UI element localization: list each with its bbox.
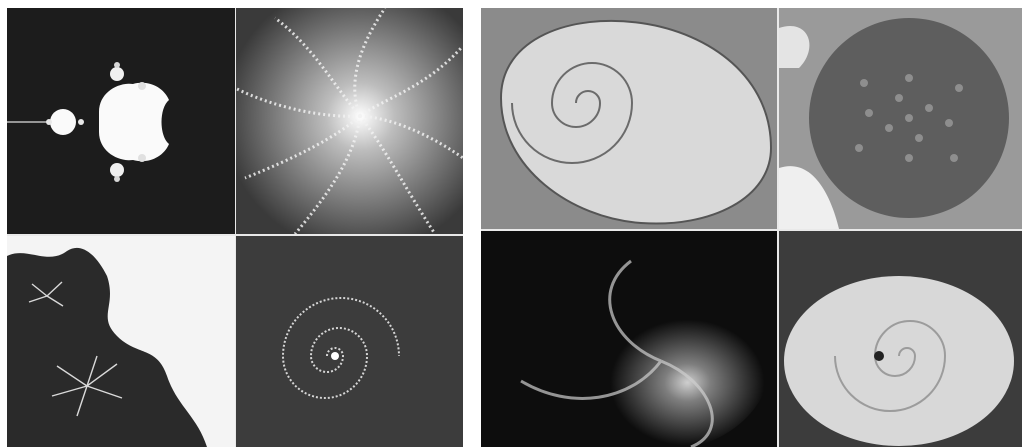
fractal-boundary-image: [7, 236, 235, 447]
julia-spiral-tile: [235, 236, 463, 447]
fractal-panel: [7, 8, 463, 447]
mandelbrot-tile: [7, 8, 235, 234]
nautilus-shell-tile: [481, 8, 777, 229]
spiral-galaxy-image: [481, 231, 777, 447]
hurricane-image: [779, 231, 1022, 447]
sunflower-image: [779, 8, 1022, 229]
nature-panel: [481, 8, 1022, 447]
spiral-fractal-image: [235, 8, 463, 234]
hurricane-tile: [779, 231, 1022, 447]
sunflower-tile: [779, 8, 1022, 229]
spiral-galaxy-tile: [481, 231, 777, 447]
mandelbrot-set-image: [7, 8, 235, 234]
fractal-boundary-tile: [7, 236, 235, 447]
nautilus-shell-image: [481, 8, 777, 229]
julia-spiral-image: [235, 236, 463, 447]
spiral-fractal-tile: [235, 8, 463, 234]
